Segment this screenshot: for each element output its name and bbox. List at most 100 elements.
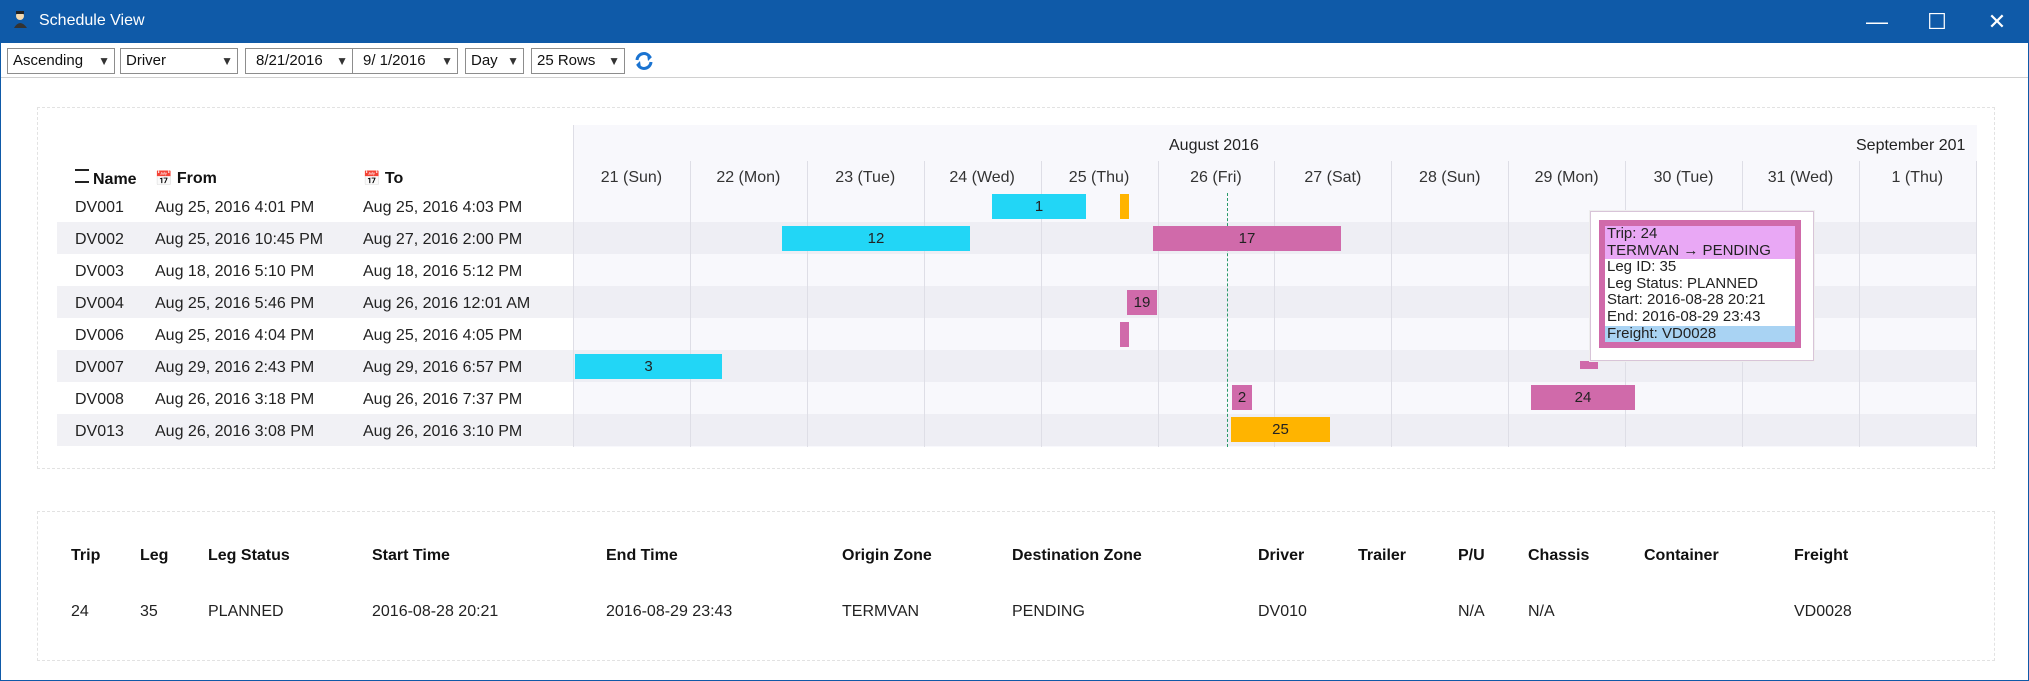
detail-column-header: Leg xyxy=(140,547,169,564)
schedule-row-name: DV003 xyxy=(75,263,124,280)
day-header: 31 (Wed) xyxy=(1767,169,1834,186)
minimize-button[interactable]: — xyxy=(1866,9,1888,34)
detail-cell: PENDING xyxy=(1012,603,1085,620)
schedule-row-from: Aug 25, 2016 4:04 PM xyxy=(155,327,315,344)
schedule-row-from: Aug 18, 2016 5:10 PM xyxy=(155,263,315,280)
day-header: 23 (Tue) xyxy=(835,169,896,186)
trip-bar[interactable]: 3 xyxy=(575,354,722,379)
to-column-label: To xyxy=(384,170,404,187)
day-divider xyxy=(573,125,574,447)
detail-cell: 2016-08-29 23:43 xyxy=(606,603,733,620)
schedule-panel xyxy=(37,107,1995,469)
list-icon xyxy=(75,169,89,183)
window-title: Schedule View xyxy=(39,12,145,29)
to-date-picker[interactable]: 9/ 1/2016 ▼ xyxy=(352,48,458,74)
tooltip-content: Trip: 24 TERMVAN → PENDING Leg ID: 35 Le… xyxy=(1599,220,1801,348)
from-column-header[interactable]: 📅 From xyxy=(155,170,217,188)
day-divider xyxy=(806,161,808,447)
time-scale-value: Day xyxy=(471,52,498,69)
close-button[interactable]: ✕ xyxy=(1987,9,2007,34)
refresh-icon[interactable] xyxy=(633,50,655,72)
detail-column-header: P/U xyxy=(1458,547,1485,564)
sort-order-select[interactable]: Ascending ▼ xyxy=(7,48,115,74)
schedule-row-from: Aug 25, 2016 4:01 PM xyxy=(155,199,315,216)
trip-bar[interactable] xyxy=(1120,322,1129,347)
schedule-row-name: DV008 xyxy=(75,391,124,408)
title-bar[interactable]: Schedule View — ☐ ✕ xyxy=(1,1,2028,43)
detail-column-header: Chassis xyxy=(1528,547,1590,564)
trip-bar[interactable] xyxy=(1120,194,1129,219)
schedule-row-name: DV002 xyxy=(75,231,124,248)
schedule-row-name: DV013 xyxy=(75,423,124,440)
day-header: 30 (Tue) xyxy=(1653,169,1714,186)
detail-cell: N/A xyxy=(1458,603,1485,620)
day-divider xyxy=(689,161,691,447)
schedule-row-to: Aug 27, 2016 2:00 PM xyxy=(363,231,523,248)
trip-bar[interactable]: 24 xyxy=(1531,385,1635,410)
day-header: 25 (Thu) xyxy=(1068,169,1130,186)
day-divider xyxy=(1975,161,1977,447)
detail-cell: DV010 xyxy=(1258,603,1307,620)
calendar-icon: 📅 xyxy=(363,170,381,186)
day-divider xyxy=(923,161,925,447)
sort-order-value: Ascending xyxy=(13,52,84,69)
group-by-value: Driver xyxy=(126,52,166,69)
day-header: 24 (Wed) xyxy=(949,169,1015,186)
tooltip-trip: Trip: 24 xyxy=(1605,225,1795,243)
detail-column-header: Origin Zone xyxy=(842,547,932,564)
day-divider xyxy=(1274,161,1276,447)
schedule-row-from: Aug 25, 2016 5:46 PM xyxy=(155,295,315,312)
chevron-down-icon: ▼ xyxy=(336,54,348,68)
trip-bar[interactable]: 12 xyxy=(782,226,970,251)
chevron-down-icon: ▼ xyxy=(98,54,110,68)
app-icon xyxy=(14,11,27,28)
day-divider xyxy=(1040,161,1042,447)
schedule-row-to: Aug 29, 2016 6:57 PM xyxy=(363,359,523,376)
schedule-row-from: Aug 25, 2016 10:45 PM xyxy=(155,231,324,248)
tooltip-route: TERMVAN → PENDING xyxy=(1605,242,1795,260)
detail-cell: PLANNED xyxy=(208,603,284,620)
from-date-picker[interactable]: 8/21/2016 ▼ xyxy=(245,48,353,74)
group-by-select[interactable]: Driver ▼ xyxy=(120,48,238,74)
month-label-august: August 2016 xyxy=(1169,137,1259,154)
schedule-row-from: Aug 26, 2016 3:18 PM xyxy=(155,391,315,408)
trip-tooltip: Trip: 24 TERMVAN → PENDING Leg ID: 35 Le… xyxy=(1590,211,1814,361)
detail-column-header: Trip xyxy=(71,547,101,564)
detail-column-header: Container xyxy=(1644,547,1719,564)
row-band xyxy=(57,414,573,446)
tooltip-leg-status: Leg Status: PLANNED xyxy=(1607,274,1758,292)
detail-column-header: Freight xyxy=(1794,547,1849,564)
trip-bar[interactable]: 17 xyxy=(1153,226,1341,251)
day-divider xyxy=(1391,161,1393,447)
tooltip-pointer xyxy=(1580,361,1598,369)
tooltip-start: Start: 2016-08-28 20:21 xyxy=(1607,291,1766,309)
trip-bar[interactable]: 25 xyxy=(1231,417,1330,442)
row-count-select[interactable]: 25 Rows ▼ xyxy=(531,48,625,74)
detail-cell: 2016-08-28 20:21 xyxy=(372,603,499,620)
schedule-row-to: Aug 25, 2016 4:03 PM xyxy=(363,199,523,216)
trip-bar[interactable]: 1 xyxy=(992,194,1086,219)
name-column-header[interactable]: Name xyxy=(75,169,137,189)
trip-bar[interactable]: 2 xyxy=(1232,385,1252,410)
day-header: 29 (Mon) xyxy=(1534,169,1599,186)
day-header: 22 (Mon) xyxy=(716,169,781,186)
schedule-row-to: Aug 26, 2016 12:01 AM xyxy=(363,295,531,312)
schedule-row-name: DV007 xyxy=(75,359,124,376)
detail-cell: VD0028 xyxy=(1794,603,1852,620)
chevron-down-icon: ▼ xyxy=(221,54,233,68)
to-date-value: 9/ 1/2016 xyxy=(363,52,426,69)
chevron-down-icon: ▼ xyxy=(507,54,519,68)
detail-column-header: Leg Status xyxy=(208,547,290,564)
detail-panel xyxy=(37,511,1995,661)
detail-column-header: End Time xyxy=(606,547,678,564)
row-band xyxy=(57,350,573,382)
chevron-down-icon: ▼ xyxy=(608,54,620,68)
trip-bar[interactable]: 19 xyxy=(1127,290,1157,315)
time-scale-select[interactable]: Day ▼ xyxy=(465,48,524,74)
day-header: 27 (Sat) xyxy=(1304,169,1362,186)
maximize-button[interactable]: ☐ xyxy=(1927,9,1947,34)
month-label-september: September 201 xyxy=(1856,137,1966,154)
to-column-header[interactable]: 📅 To xyxy=(363,170,403,188)
day-divider xyxy=(1508,161,1510,447)
row-band xyxy=(57,286,573,318)
